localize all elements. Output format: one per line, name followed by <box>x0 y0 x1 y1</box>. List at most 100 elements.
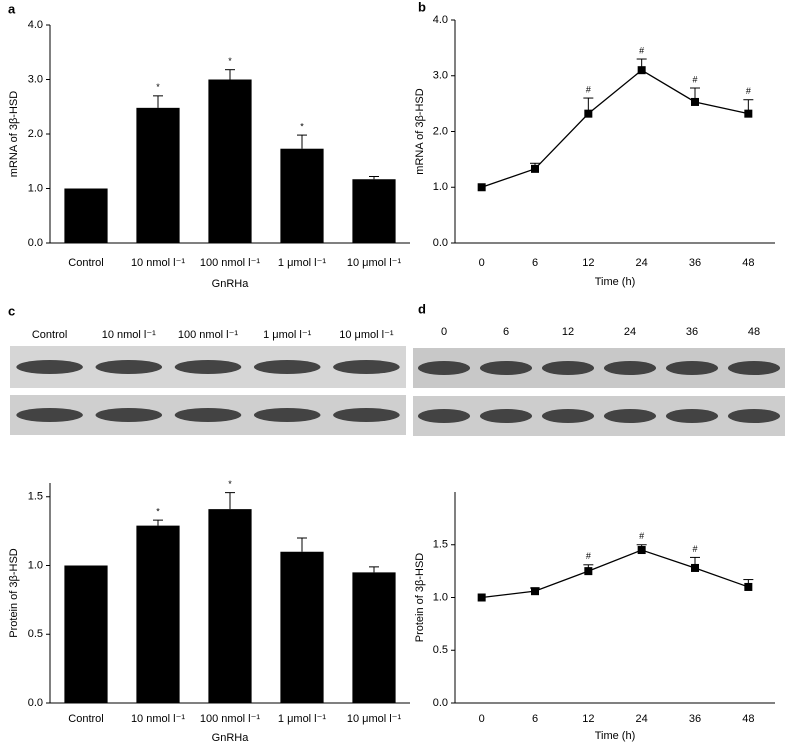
point <box>691 563 699 572</box>
x-tick-label: 48 <box>742 713 754 725</box>
y-axis-label: mRNA of 3β-HSD <box>8 91 20 177</box>
blot-band <box>417 409 471 423</box>
line <box>481 549 749 599</box>
x-tick-label: 6 <box>532 257 538 269</box>
bar <box>280 551 324 703</box>
panel-letter: b <box>418 0 426 14</box>
blot-band <box>16 408 83 422</box>
x-tick-label: 0 <box>479 257 485 269</box>
blot-band <box>479 409 533 423</box>
panel-letter: a <box>8 1 16 16</box>
y-axis-label: Protein of 3β-HSD <box>8 548 20 638</box>
x-tick-label: 1 μmol l⁻¹ <box>278 713 327 725</box>
x-tick-label: 0 <box>479 713 485 725</box>
significance-mark: # <box>639 531 644 541</box>
blot-band <box>16 360 83 374</box>
lane-label: 24 <box>624 326 636 338</box>
x-tick-label: 10 μmol l⁻¹ <box>347 713 402 725</box>
y-tick-label: 1.0 <box>433 181 448 193</box>
lane-label: 0 <box>441 326 447 338</box>
blot-band <box>95 360 163 374</box>
lane-label: 10 μmol l⁻¹ <box>339 329 394 341</box>
bar <box>208 79 252 243</box>
y-tick-label: 0.5 <box>28 628 43 640</box>
bar <box>64 565 108 703</box>
bar <box>136 107 180 243</box>
lane-label: 12 <box>562 326 574 338</box>
significance-mark: # <box>746 86 751 96</box>
significance-mark: # <box>586 84 591 94</box>
x-axis-label: Time (h) <box>595 276 636 288</box>
lane-label: 1 μmol l⁻¹ <box>263 329 312 341</box>
x-axis-label: GnRHa <box>212 278 250 290</box>
y-tick-label: 1.5 <box>28 491 43 503</box>
y-tick-label: 1.0 <box>433 591 448 603</box>
blot-strip <box>413 396 785 436</box>
point <box>691 97 699 106</box>
blot-band <box>174 360 242 374</box>
y-tick-label: 0.0 <box>28 697 43 709</box>
x-tick-label: 100 nmol l⁻¹ <box>200 257 261 269</box>
blot-band <box>603 361 657 375</box>
blot-band <box>253 360 321 374</box>
point <box>637 546 646 555</box>
lane-label: 100 nmol l⁻¹ <box>178 329 239 341</box>
point <box>531 587 539 596</box>
significance-mark: * <box>228 479 232 489</box>
significance-mark: * <box>156 507 160 517</box>
significance-mark: * <box>156 82 160 92</box>
significance-mark: # <box>692 544 697 554</box>
lane-label: 36 <box>686 326 698 338</box>
y-axis-label: mRNA of 3β-HSD <box>414 88 426 174</box>
y-tick-label: 0.5 <box>433 644 448 656</box>
panel-letter: c <box>8 303 15 318</box>
x-tick-label: 24 <box>636 713 648 725</box>
x-tick-label: Control <box>68 713 103 725</box>
y-tick-label: 0.0 <box>433 697 448 709</box>
blot-band <box>95 408 163 422</box>
y-tick-label: 4.0 <box>28 19 43 31</box>
x-tick-label: 10 nmol l⁻¹ <box>131 713 185 725</box>
y-tick-label: 0.0 <box>433 237 448 249</box>
x-tick-label: 36 <box>689 713 701 725</box>
bar <box>136 525 180 703</box>
significance-mark: * <box>228 56 232 66</box>
bar <box>208 509 252 703</box>
panel-letter: d <box>418 301 426 316</box>
line <box>481 69 749 188</box>
point <box>584 109 593 118</box>
blot-strip <box>413 348 785 388</box>
y-tick-label: 2.0 <box>433 125 448 137</box>
y-tick-label: 4.0 <box>433 14 448 26</box>
y-tick-label: 2.0 <box>28 128 43 140</box>
significance-mark: # <box>692 74 697 84</box>
blot-band <box>479 361 533 375</box>
y-axis-label: Protein of 3β-HSD <box>414 553 426 643</box>
x-tick-label: 36 <box>689 257 701 269</box>
x-tick-label: 12 <box>582 713 594 725</box>
x-tick-label: 10 μmol l⁻¹ <box>347 257 402 269</box>
bar <box>352 572 396 703</box>
blot-band <box>333 408 400 422</box>
significance-mark: # <box>639 45 644 55</box>
bar <box>352 179 396 243</box>
y-tick-label: 0.0 <box>28 237 43 249</box>
x-tick-label: 1 μmol l⁻¹ <box>278 257 327 269</box>
y-tick-label: 3.0 <box>28 73 43 85</box>
lane-label: 10 nmol l⁻¹ <box>102 329 156 341</box>
blot-band <box>665 409 719 423</box>
x-axis-label: Time (h) <box>595 730 636 742</box>
point <box>531 164 539 173</box>
x-tick-label: Control <box>68 257 103 269</box>
blot-band <box>253 408 321 422</box>
point <box>584 567 593 576</box>
point <box>744 109 753 118</box>
x-tick-label: 48 <box>742 257 754 269</box>
lane-label: 6 <box>503 326 509 338</box>
blot-band <box>727 409 781 423</box>
x-axis-label: GnRHa <box>212 732 250 744</box>
point <box>477 183 486 192</box>
bar <box>64 188 108 243</box>
significance-mark: # <box>586 551 591 561</box>
